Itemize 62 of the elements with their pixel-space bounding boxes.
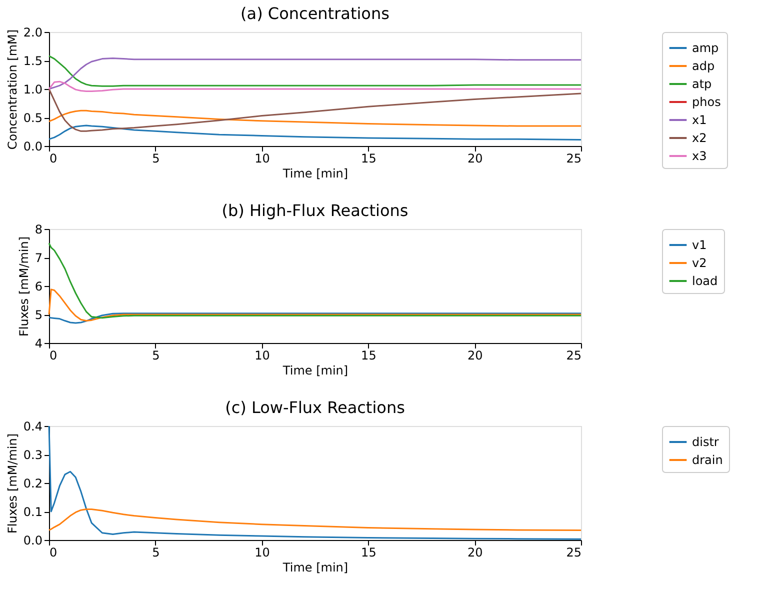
x-tick-label: 20 (467, 546, 483, 560)
y-tick-label: 6 (34, 280, 42, 294)
line-series (48, 242, 582, 319)
y-tick-label: 0.0 (23, 140, 42, 154)
x-tick-label: 25 (566, 546, 582, 560)
x-tick-label: 15 (361, 348, 376, 362)
x-axis-title: Time [min] (282, 560, 348, 574)
line-series (48, 80, 582, 92)
line-series (48, 124, 582, 140)
x-tick-label: 20 (467, 152, 483, 166)
line-series (48, 312, 582, 324)
line-series (48, 508, 582, 532)
text: v1 (692, 238, 707, 252)
x-tick-label: 15 (361, 546, 376, 560)
x-tick-label: 15 (361, 152, 376, 166)
legend-label: x3 (692, 149, 707, 163)
x-tick-label: 25 (566, 348, 582, 362)
x-tick-label: 0 (50, 546, 58, 560)
line-series (48, 110, 582, 127)
x-tick-label: 20 (467, 348, 483, 362)
legend-label: x2 (692, 131, 707, 145)
y-tick-label: 0.3 (23, 448, 42, 462)
y-tick-label: 8 (34, 222, 42, 236)
y-tick-label: 4 (34, 336, 42, 350)
x-tick-label: 5 (152, 348, 160, 362)
line-series (48, 288, 582, 322)
legend-label: phos (692, 95, 721, 109)
x-tick-label: 0 (50, 348, 58, 362)
x-axis-title: Time [min] (282, 364, 348, 378)
legend-label: drain (692, 453, 723, 467)
x-tick-label: 10 (254, 348, 270, 362)
y-axis-title: Concentration [mM] (5, 29, 20, 150)
line-series (48, 88, 582, 132)
y-tick-label: 1.0 (23, 82, 42, 96)
legend-label: x1 (692, 113, 707, 127)
x-tick-label: 25 (566, 152, 582, 166)
y-axis-title: Fluxes [mM/min] (16, 236, 31, 337)
y-tick-label: 1.5 (23, 54, 42, 68)
y-tick-label: 0.2 (23, 476, 42, 490)
y-tick-label: 0.0 (23, 534, 42, 548)
legend-label: adp (692, 59, 715, 73)
y-axis-title: Fluxes [mM/min] (5, 433, 20, 534)
legend-label: amp (692, 41, 719, 55)
chart-title: (a) Concentrations (240, 4, 390, 23)
x-tick-label: 10 (254, 152, 270, 166)
x-tick-label: 5 (152, 152, 160, 166)
x-tick-label: 10 (254, 546, 270, 560)
y-tick-label: 2.0 (23, 26, 42, 40)
x-axis-title: Time [min] (282, 166, 348, 180)
x-tick-label: 5 (152, 546, 160, 560)
text: v2 (692, 256, 707, 270)
x-tick-label: 0 (50, 152, 58, 166)
chart-title: (c) Low-Flux Reactions (225, 398, 405, 417)
legend-label: atp (692, 77, 712, 91)
y-tick-label: 7 (34, 251, 42, 265)
legend-label: distr (692, 435, 719, 449)
y-tick-label: 0.5 (23, 111, 42, 125)
y-tick-label: 5 (34, 308, 42, 322)
legend-label: load (692, 274, 718, 288)
y-tick-label: 0.1 (23, 505, 42, 519)
chart-title: (b) High-Flux Reactions (222, 201, 408, 220)
y-tick-label: 0.4 (23, 420, 42, 434)
